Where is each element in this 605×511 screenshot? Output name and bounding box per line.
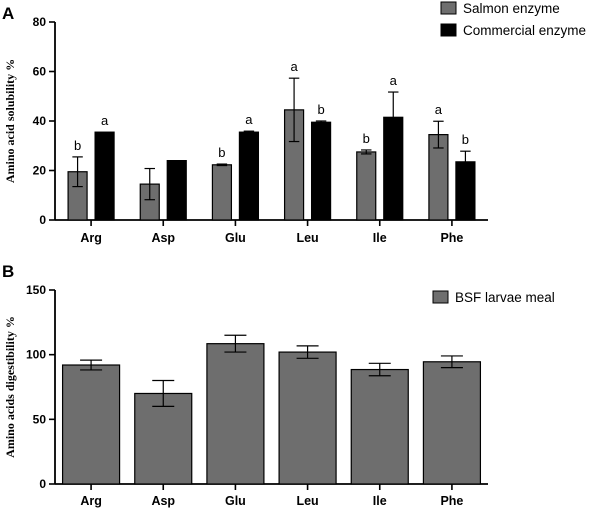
bar-bsf-larvae-meal xyxy=(278,351,337,485)
significance-label: a xyxy=(390,73,398,88)
legend-label: BSF larvae meal xyxy=(455,290,555,305)
x-category-label: Ile xyxy=(373,494,387,508)
significance-label: b xyxy=(363,131,370,146)
chart-a-solubility: 0 20 40 60 80 Amino acid solubility % Arg b a Asp… xyxy=(3,1,586,245)
bar-bsf-larvae-meal xyxy=(134,392,193,485)
y-tick-label: 50 xyxy=(33,412,47,426)
y-tick-label: 150 xyxy=(26,283,46,297)
x-category-label: Asp xyxy=(151,231,175,245)
bar-commercial-enzyme xyxy=(238,131,260,221)
legend-swatch xyxy=(432,290,449,304)
bar-commercial-enzyme xyxy=(310,121,332,221)
x-category-label: Phe xyxy=(440,494,463,508)
bar-salmon-enzyme xyxy=(211,164,233,221)
x-category-label: Glu xyxy=(225,231,246,245)
legend-swatch xyxy=(440,1,457,15)
x-category-label: Asp xyxy=(151,494,175,508)
x-category-label: Glu xyxy=(225,494,246,508)
significance-label: b xyxy=(462,132,469,147)
panel-a-letter: A xyxy=(2,4,14,23)
y-axis-label: Amino acids digestibility % xyxy=(3,316,17,458)
bar-commercial-enzyme xyxy=(94,131,115,221)
bar-bsf-larvae-meal xyxy=(422,361,482,485)
significance-label: b xyxy=(74,138,81,153)
y-tick-label: 40 xyxy=(33,114,47,128)
y-axis-label: Amino acid solubility % xyxy=(3,59,17,183)
significance-label: a xyxy=(245,112,253,127)
panel-b-letter: B xyxy=(2,262,14,281)
chart-b-digestibility: 0 50 100 150 Amino acids digestibility % Arg A… xyxy=(3,283,555,508)
y-tick-label: 100 xyxy=(26,348,46,362)
legend-label: Commercial enzyme xyxy=(463,23,586,38)
x-category-label: Arg xyxy=(80,231,102,245)
y-tick-label: 0 xyxy=(39,477,46,491)
significance-label: b xyxy=(218,145,225,160)
x-category-label: Phe xyxy=(440,231,463,245)
significance-label: a xyxy=(101,113,109,128)
x-category-label: Leu xyxy=(296,231,318,245)
significance-label: a xyxy=(435,102,443,117)
x-category-label: Ile xyxy=(373,231,387,245)
legend-swatch xyxy=(440,23,457,37)
legend-label: Salmon enzyme xyxy=(463,1,560,16)
y-tick-label: 0 xyxy=(39,213,46,227)
x-category-label: Arg xyxy=(80,494,102,508)
y-tick-label: 20 xyxy=(33,164,47,178)
y-tick-label: 80 xyxy=(33,15,47,29)
significance-label: b xyxy=(317,102,324,117)
x-category-label: Leu xyxy=(296,494,318,508)
bar-bsf-larvae-meal xyxy=(206,343,265,485)
y-tick-label: 60 xyxy=(33,65,47,79)
bar-salmon-enzyme xyxy=(356,151,377,221)
bar-commercial-enzyme xyxy=(166,160,187,221)
significance-label: a xyxy=(290,59,298,74)
bar-bsf-larvae-meal xyxy=(350,368,409,485)
bar-bsf-larvae-meal xyxy=(61,364,121,485)
